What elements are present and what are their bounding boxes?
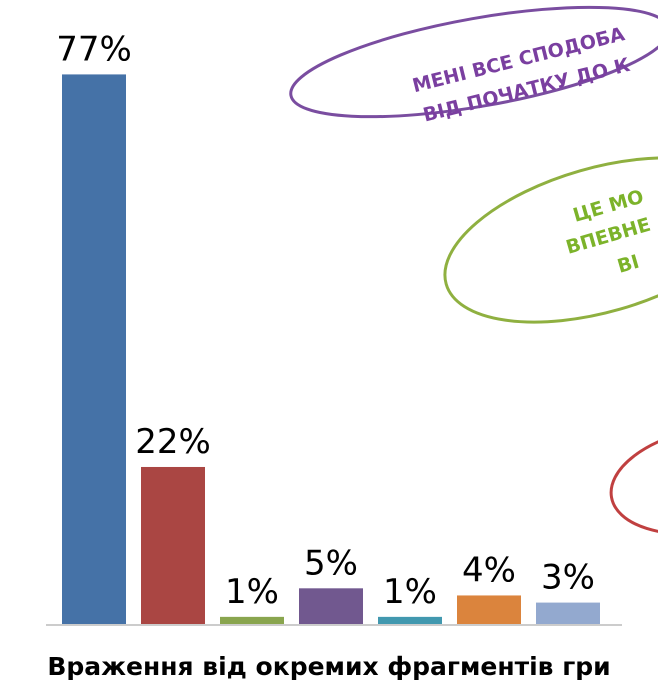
- bar: [62, 74, 126, 625]
- data-label: 77%: [56, 29, 132, 69]
- bar: [457, 595, 521, 624]
- annotation: ВІ: [615, 251, 642, 278]
- bar: [141, 466, 205, 624]
- bar: [299, 588, 363, 624]
- callout-ellipse: [609, 424, 658, 536]
- data-label: 3%: [541, 558, 595, 598]
- data-label: 1%: [225, 572, 279, 612]
- data-label: 22%: [135, 422, 211, 462]
- bar: [536, 602, 600, 624]
- bar: [220, 616, 284, 624]
- data-label: 5%: [304, 543, 358, 583]
- callout-ellipse: [289, 5, 658, 119]
- data-label: 4%: [462, 550, 516, 590]
- bar: [378, 616, 442, 624]
- callout-ellipse: [443, 156, 658, 324]
- chart-title: Враження від окремих фрагментів гри: [47, 652, 610, 681]
- data-label: 1%: [383, 572, 437, 612]
